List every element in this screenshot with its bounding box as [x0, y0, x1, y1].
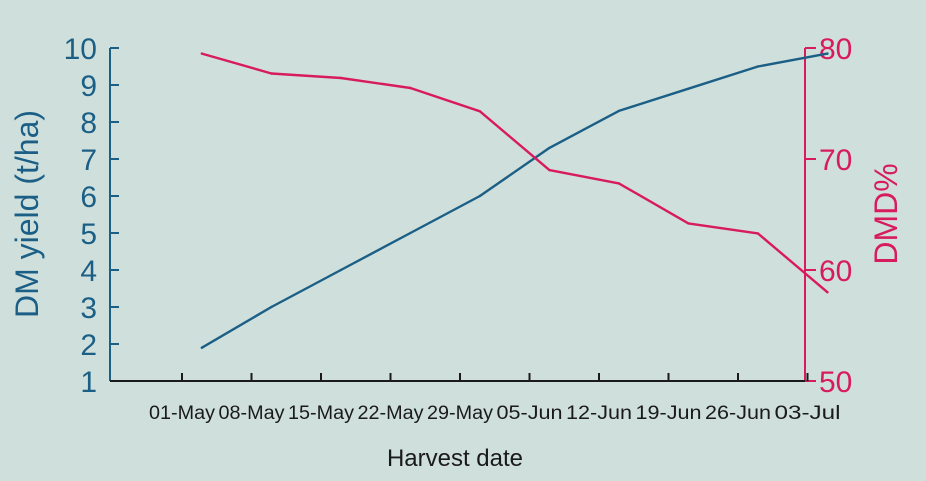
dmd-point [200, 52, 204, 55]
dm-yield-point [687, 87, 690, 90]
dmd-point [548, 168, 551, 172]
left-tick-label: 3 [80, 292, 97, 325]
dmd-point [687, 222, 690, 225]
x-tick-label: 05-Jun [497, 403, 563, 424]
x-axis: 01-May 08-May 15-May 22-May 29-May 05-Jun 12-J… [110, 373, 841, 424]
dmd-point [826, 291, 829, 294]
dmd-point [270, 72, 273, 75]
x-tick-label: 19-Jun [636, 403, 702, 424]
x-tick-label: 22-May [358, 403, 425, 424]
x-tick-label: 03-Jul [775, 403, 841, 424]
dm-yield-point [826, 52, 829, 55]
left-tick-label: 8 [80, 107, 97, 140]
dm-yield-point [409, 231, 412, 235]
dm-yield-point [339, 268, 343, 272]
x-tick-label: 12-Jun [566, 403, 632, 424]
left-y-axis: 1 2 3 4 5 6 7 8 9 10 [64, 33, 119, 399]
left-tick-label: 7 [80, 144, 97, 177]
x-tick-label: 01-May [149, 403, 216, 424]
x-axis-title: Harvest date [387, 445, 523, 472]
dm-yield-point [617, 109, 621, 113]
left-tick-label: 6 [80, 181, 97, 214]
dm-yield-point [548, 146, 551, 150]
right-axis-title: DMD% [868, 163, 904, 264]
dm-yield-point [200, 346, 204, 349]
x-tick-label: 08-May [219, 403, 286, 424]
left-tick-label: 4 [80, 255, 97, 288]
dmd-series-line [200, 52, 829, 294]
dm-yield-point [756, 65, 760, 68]
dm-yield-series-line [200, 52, 829, 349]
x-tick-label: 15-May [288, 403, 355, 424]
dmd-point [478, 110, 482, 113]
left-tick-label: 5 [80, 218, 97, 251]
dmd-point [409, 86, 412, 90]
right-tick-label: 60 [819, 255, 852, 288]
right-tick-label: 70 [819, 144, 852, 177]
dmd-point [339, 76, 343, 80]
left-tick-label: 9 [80, 70, 97, 103]
dmd-point [617, 182, 621, 185]
right-tick-label: 50 [819, 366, 852, 399]
right-y-axis: 50 60 70 80 [804, 33, 852, 399]
left-tick-label: 2 [80, 329, 97, 362]
right-tick-label: 80 [819, 33, 852, 66]
left-tick-label: 1 [80, 366, 97, 399]
left-axis-title: DM yield (t/ha) [9, 110, 45, 318]
plot-area [200, 52, 829, 349]
dmd-point [756, 232, 760, 235]
x-tick-label: 26-Jun [705, 403, 771, 424]
left-tick-label: 10 [64, 33, 97, 66]
dm-yield-point [270, 305, 273, 309]
x-tick-label: 29-May [427, 403, 494, 424]
dm-yield-point [478, 194, 482, 198]
